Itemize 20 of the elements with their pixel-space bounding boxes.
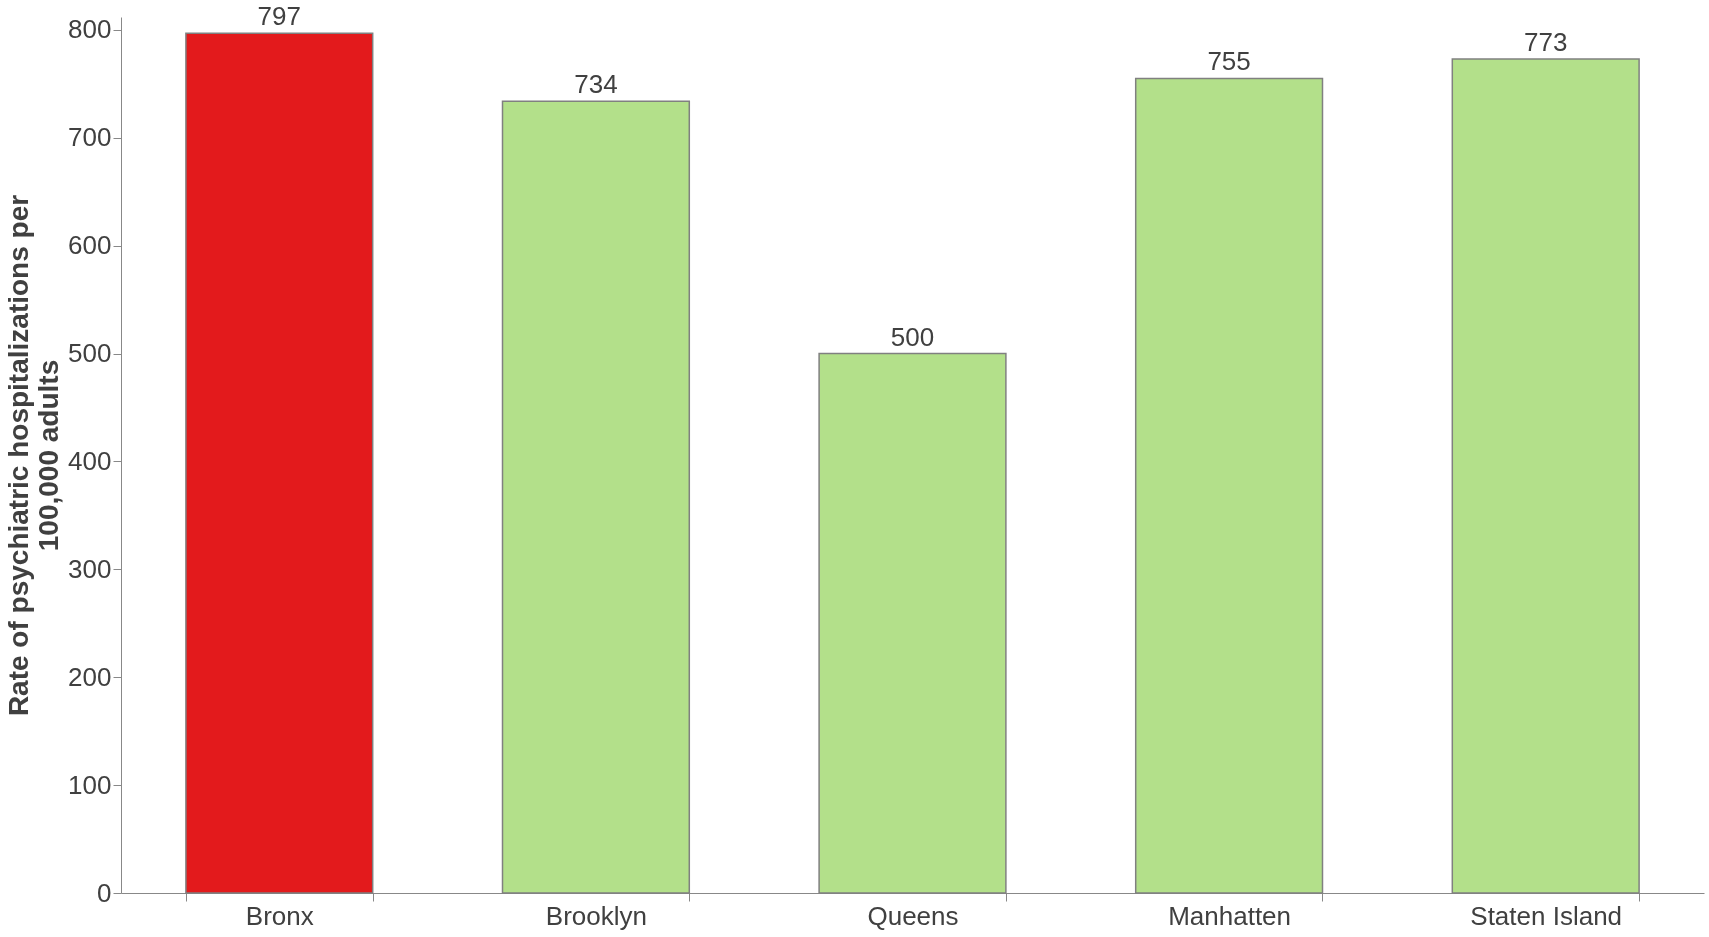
y-tick-label: 700	[68, 122, 112, 153]
y-tick-label: 500	[68, 338, 112, 369]
y-tick-label: 300	[68, 553, 112, 584]
data-label: 755	[1207, 46, 1251, 77]
y-axis-title: Rate of psychiatric hospitalizations per 100,000 adults	[3, 194, 65, 717]
data-label: 797	[257, 1, 301, 32]
y-tick-label: 800	[68, 14, 112, 45]
y-tick-label: 100	[68, 769, 112, 800]
y-tick-label: 0	[97, 877, 112, 908]
y-tick-label: 400	[68, 445, 112, 476]
x-tick-label: Brooklyn	[545, 900, 647, 931]
x-tick-label: Bronx	[245, 900, 314, 931]
y-tick-label: 200	[68, 661, 112, 692]
x-tick-label: Staten Island	[1470, 900, 1623, 931]
y-tick-label: 600	[68, 230, 112, 261]
x-tick-label: Manhatten	[1168, 900, 1292, 931]
data-label: 500	[890, 321, 935, 352]
data-label: 734	[574, 69, 618, 100]
data-label: 773	[1524, 27, 1568, 58]
x-tick-label: Queens	[867, 900, 959, 931]
